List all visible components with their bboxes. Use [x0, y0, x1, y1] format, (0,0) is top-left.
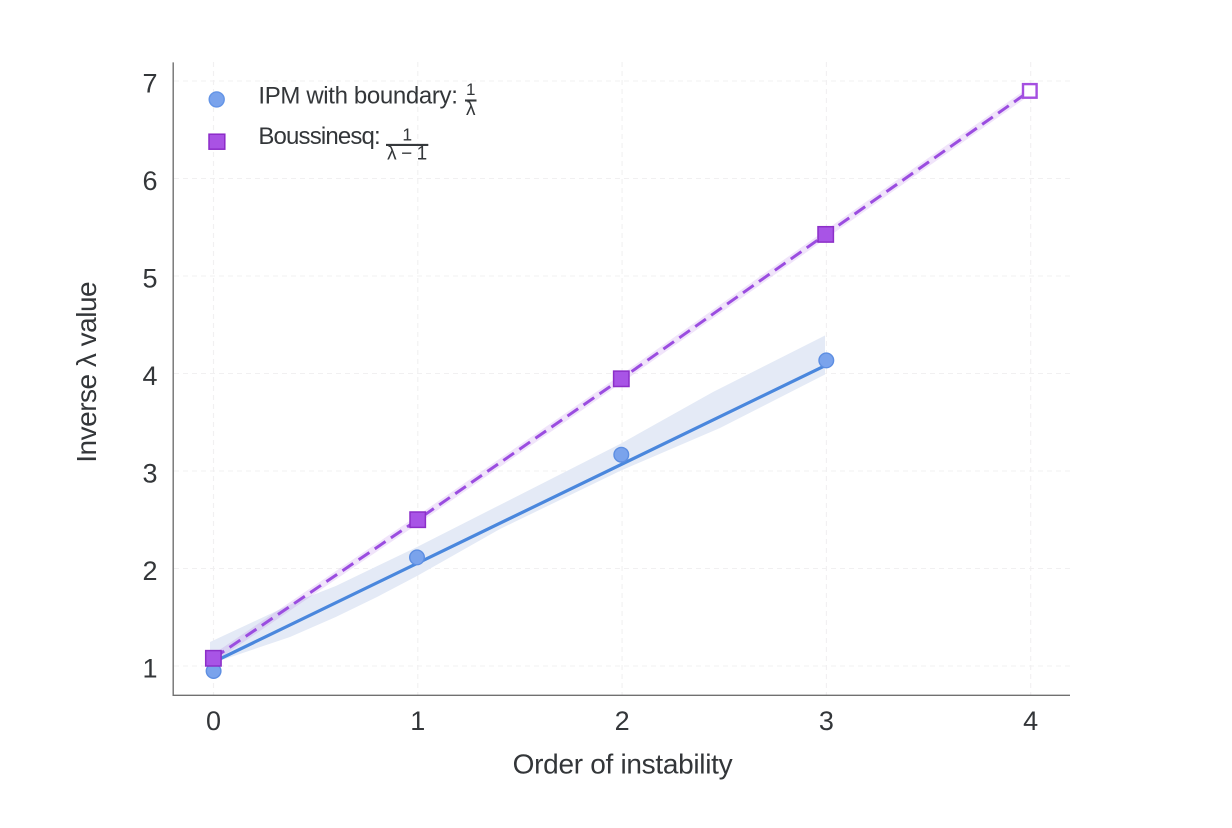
svg-text:Inverse λ value: Inverse λ value: [71, 282, 102, 463]
svg-text:Order of instability: Order of instability: [513, 748, 733, 779]
svg-text:3: 3: [142, 459, 157, 489]
svg-text:1: 1: [402, 124, 412, 144]
svg-text:4: 4: [1023, 706, 1038, 736]
svg-text:λ − 1: λ − 1: [387, 143, 427, 164]
svg-text:4: 4: [142, 361, 157, 391]
svg-text:0: 0: [206, 706, 221, 736]
svg-text:2: 2: [142, 556, 157, 586]
svg-text:IPM with boundary:: IPM with boundary:: [258, 83, 457, 110]
svg-text:1: 1: [410, 706, 425, 736]
svg-text:1: 1: [142, 654, 157, 684]
svg-text:1: 1: [466, 80, 475, 99]
svg-text:3: 3: [819, 706, 834, 736]
svg-text:6: 6: [142, 166, 157, 196]
svg-text:λ: λ: [466, 99, 476, 120]
svg-text:5: 5: [142, 264, 157, 294]
svg-text:2: 2: [615, 706, 630, 736]
svg-text:7: 7: [142, 69, 157, 99]
svg-text:Boussinesq:: Boussinesq:: [258, 123, 379, 150]
